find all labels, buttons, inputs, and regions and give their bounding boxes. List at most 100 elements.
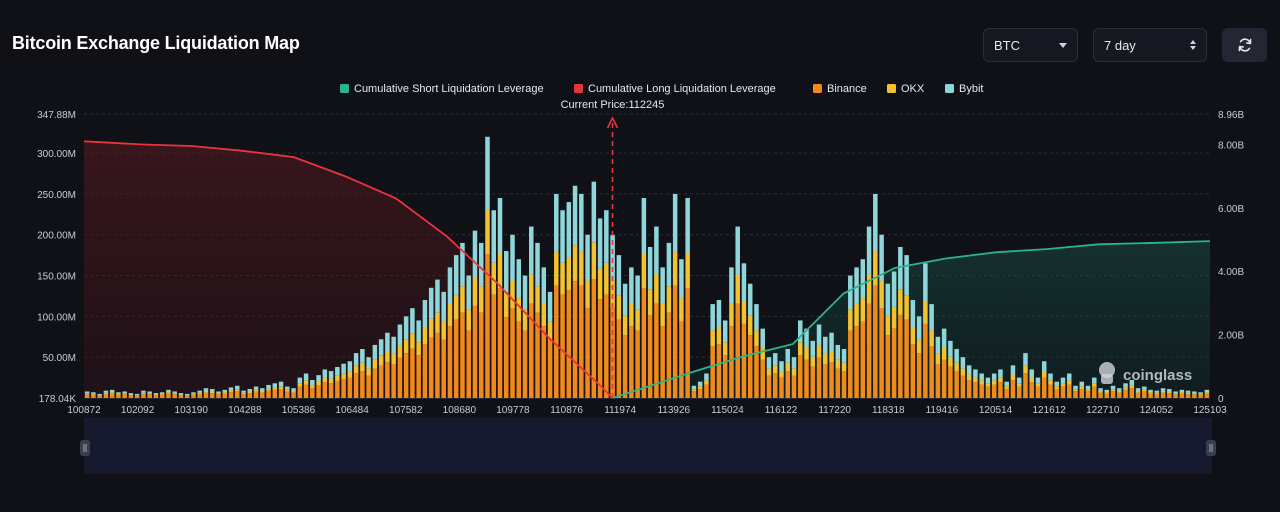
- bar-okx: [998, 377, 1003, 383]
- bar-binance: [278, 389, 284, 398]
- bar-okx: [260, 390, 265, 393]
- bar-binance: [453, 319, 459, 398]
- bar-okx: [710, 330, 715, 347]
- range-select[interactable]: 7 day: [1093, 28, 1207, 62]
- legend-label: Cumulative Short Liquidation Leverage: [354, 83, 544, 95]
- bar-bybit: [91, 392, 96, 394]
- bar-okx: [991, 380, 997, 385]
- bar-binance: [153, 395, 159, 398]
- bar-okx: [297, 383, 303, 387]
- bar-bybit: [166, 389, 171, 393]
- bar-binance: [960, 375, 966, 398]
- coin-select[interactable]: BTC: [983, 28, 1078, 62]
- bar-binance: [597, 299, 603, 398]
- bar-bybit: [710, 304, 715, 331]
- bar-bybit: [1110, 385, 1116, 390]
- bar-bybit: [360, 349, 365, 363]
- bar-bybit: [810, 340, 816, 357]
- bar-binance: [1204, 393, 1210, 398]
- bar-binance: [529, 303, 534, 398]
- bar-okx: [141, 392, 146, 394]
- refresh-button[interactable]: [1222, 28, 1267, 62]
- y-right-tick: 6.00B: [1218, 204, 1244, 215]
- bar-bybit: [772, 353, 778, 366]
- bar-bybit: [747, 283, 753, 316]
- bar-bybit: [235, 385, 240, 390]
- zoom-track[interactable]: [84, 418, 1212, 474]
- bar-bybit: [672, 193, 678, 252]
- bar-binance: [303, 384, 309, 398]
- bar-okx: [116, 393, 121, 395]
- bar-okx: [178, 394, 184, 396]
- page-title: Bitcoin Exchange Liquidation Map: [12, 33, 300, 53]
- bar-okx: [216, 393, 221, 395]
- bar-bybit: [241, 390, 246, 393]
- coinglass-logo-icon: [1099, 362, 1115, 384]
- bar-binance: [391, 364, 396, 398]
- bar-bybit: [898, 246, 903, 290]
- bar-bybit: [1204, 389, 1210, 393]
- bar-bybit: [916, 316, 922, 340]
- bar-binance: [235, 391, 240, 398]
- zoom-handle-right[interactable]: [1206, 440, 1216, 456]
- x-tick: 119416: [926, 405, 959, 416]
- bar-binance: [166, 393, 171, 398]
- bar-binance: [579, 285, 584, 398]
- bar-okx: [303, 380, 309, 385]
- bar-bybit: [247, 389, 253, 392]
- bar-bybit: [1023, 353, 1028, 366]
- bar-binance: [679, 321, 684, 398]
- bar-bybit: [716, 300, 722, 328]
- bar-binance: [885, 335, 891, 398]
- bar-binance: [322, 382, 328, 398]
- bar-binance: [335, 380, 340, 398]
- bar-binance: [923, 323, 928, 398]
- bar-bybit: [804, 328, 809, 349]
- bar-bybit: [666, 242, 672, 287]
- bar-okx: [397, 345, 403, 358]
- bar-binance: [560, 294, 565, 398]
- y-right-tick: 8.00B: [1218, 140, 1244, 151]
- bar-binance: [435, 332, 440, 398]
- bar-bybit: [516, 259, 522, 299]
- bar-okx: [910, 327, 916, 345]
- bar-okx: [378, 355, 384, 366]
- bar-bybit: [1192, 391, 1197, 394]
- bar-binance: [641, 287, 647, 398]
- bar-okx: [979, 380, 984, 385]
- bar-okx: [266, 388, 271, 391]
- bar-okx: [147, 393, 152, 395]
- bar-binance: [910, 344, 916, 398]
- bar-binance: [485, 254, 490, 398]
- bar-bybit: [272, 383, 278, 388]
- bar-bybit: [460, 242, 465, 287]
- bar-okx: [1079, 386, 1085, 390]
- x-tick: 124052: [1140, 405, 1174, 416]
- chevron-down-icon: [1059, 42, 1067, 48]
- bar-okx: [560, 262, 565, 295]
- bar-okx: [197, 392, 202, 394]
- zoom-slider[interactable]: [80, 418, 1216, 474]
- bar-binance: [779, 377, 784, 398]
- bar-bybit: [1098, 388, 1103, 391]
- bar-bybit: [416, 320, 421, 343]
- bar-okx: [647, 289, 653, 315]
- bar-bybit: [829, 332, 834, 351]
- bar-bybit: [341, 363, 346, 374]
- zoom-handle-left[interactable]: [80, 440, 90, 456]
- bar-bybit: [904, 255, 909, 296]
- bar-okx: [1004, 386, 1009, 390]
- bar-okx: [791, 368, 797, 376]
- bar-okx: [579, 251, 584, 286]
- bar-okx: [428, 318, 434, 338]
- y-left-tick: 178.04K: [39, 394, 77, 405]
- bar-bybit: [660, 267, 665, 304]
- bar-okx: [1073, 389, 1078, 392]
- bar-bybit: [522, 275, 528, 310]
- bar-bybit: [954, 349, 959, 363]
- bar-bybit: [1048, 373, 1053, 381]
- bar-bybit: [1041, 361, 1047, 372]
- bar-binance: [998, 382, 1003, 398]
- bar-binance: [1142, 391, 1147, 398]
- bar-okx: [172, 393, 177, 395]
